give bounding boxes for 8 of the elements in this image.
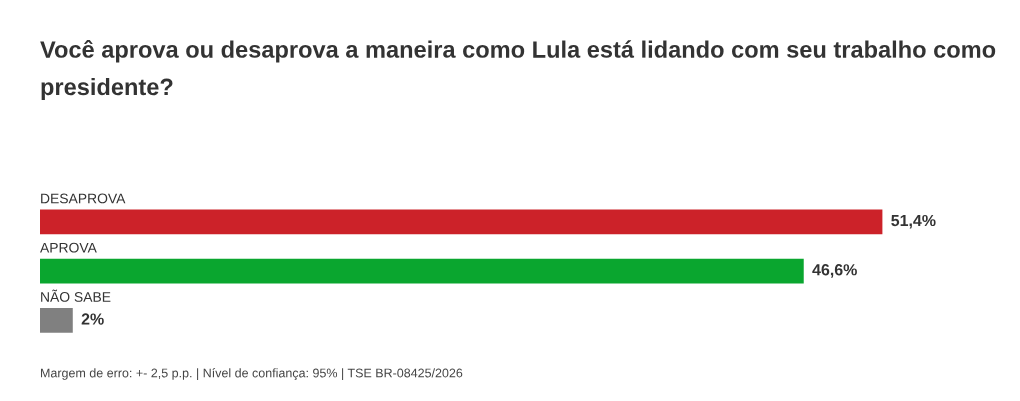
data-label: 2% <box>81 313 104 325</box>
data-label: 51,4% <box>891 214 936 229</box>
data-label: 46,6% <box>812 264 857 278</box>
y-tick-label: NÃO SABE <box>41 289 111 302</box>
y-tick-label: APROVA <box>40 242 97 253</box>
text: Margem de erro: +- 2,5 p.p. | Nível de confiança: 95% | TSE BR-08425/2026 <box>41 368 463 380</box>
y-tick-label: DESAPROVA <box>41 193 126 204</box>
chart-title: Você aprova ou desaprova a maneira como Lula está lidando com seu trabalho como presidente? <box>40 40 996 100</box>
